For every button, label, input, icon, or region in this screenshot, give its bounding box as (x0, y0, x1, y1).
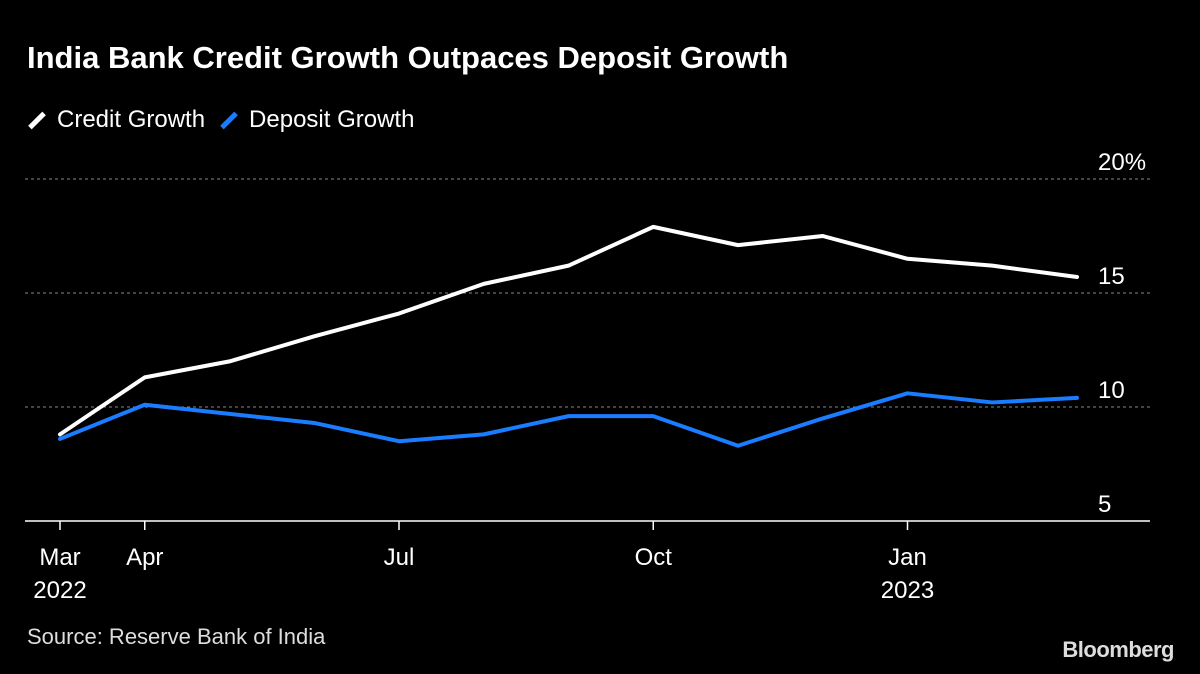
x-tick-label: Oct (635, 544, 673, 571)
x-tick-year: 2023 (881, 577, 934, 604)
legend-deposit: Deposit Growth (219, 106, 414, 134)
bloomberg-logo: Bloomberg (1062, 637, 1174, 662)
y-tick-label: 5 (1098, 491, 1111, 518)
deposit-growth-line (58, 391, 1079, 448)
x-tick-label: Jan (888, 544, 927, 571)
legend-label-credit: Credit Growth (57, 106, 206, 133)
credit-growth-line (58, 224, 1079, 437)
y-tick-label: 10 (1098, 377, 1125, 404)
source-note: Source: Reserve Bank of India (27, 624, 326, 649)
legend-label-deposit: Deposit Growth (249, 106, 415, 133)
legend-credit: Credit Growth (27, 106, 205, 134)
x-tick-label: Jul (384, 544, 415, 571)
y-tick-label: 20% (1098, 149, 1146, 176)
x-tick-label: Apr (126, 544, 163, 571)
x-tick-label: Mar (39, 544, 80, 571)
chart-title: India Bank Credit Growth Outpaces Deposi… (27, 40, 789, 75)
x-tick-year: 2022 (33, 577, 86, 604)
legend: Credit Growth Deposit Growth (27, 106, 414, 134)
y-tick-label: 15 (1098, 263, 1125, 290)
